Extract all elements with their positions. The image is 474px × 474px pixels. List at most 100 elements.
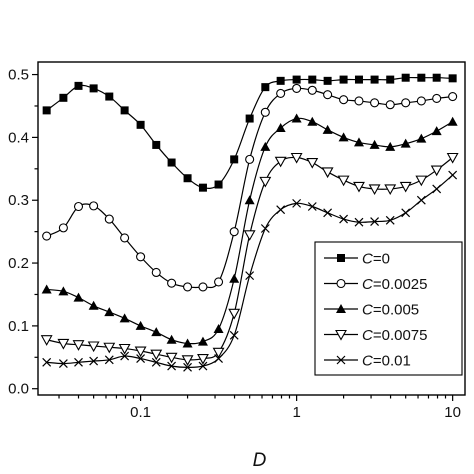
data-point <box>432 184 442 194</box>
series-points <box>41 113 458 348</box>
data-point <box>198 361 208 371</box>
data-point <box>152 140 161 149</box>
data-point <box>370 75 379 84</box>
data-point <box>448 92 458 102</box>
x-tick-label: 1 <box>292 404 300 421</box>
data-point <box>432 93 442 103</box>
data-point <box>105 92 114 101</box>
y-axis: 0.0 0.1 0.2 0.3 0.4 0.5 <box>8 67 38 398</box>
data-point <box>370 217 380 227</box>
legend-item: C=0 <box>324 251 390 268</box>
data-point <box>229 330 239 340</box>
data-point <box>197 336 208 346</box>
data-point <box>401 73 410 82</box>
y-tick-label: 0.0 <box>8 381 29 398</box>
data-point <box>432 73 441 82</box>
data-point <box>244 195 255 205</box>
data-point <box>103 342 116 354</box>
data-point <box>339 214 349 224</box>
data-point <box>260 141 271 151</box>
legend-label-suffix: =0.005 <box>373 302 419 319</box>
legend-marker <box>337 254 345 262</box>
legend-label: C=0.0075 <box>362 327 427 344</box>
data-point <box>166 334 177 344</box>
data-point <box>276 76 285 85</box>
data-point <box>182 338 193 348</box>
data-point <box>104 214 114 224</box>
data-point <box>384 184 397 196</box>
data-point <box>339 75 348 84</box>
legend-label: C=0 <box>362 251 390 268</box>
data-point <box>183 362 192 372</box>
data-point <box>58 286 69 296</box>
data-point <box>306 157 319 169</box>
data-point <box>228 308 241 320</box>
data-point <box>291 113 302 123</box>
data-point <box>353 137 364 147</box>
data-point <box>338 132 349 142</box>
data-point <box>74 81 83 90</box>
data-point <box>415 175 428 187</box>
legend-marker <box>336 355 346 365</box>
legend-item: C=0.0075 <box>324 327 427 344</box>
data-point <box>447 116 458 126</box>
data-point <box>431 126 442 136</box>
series-points <box>42 170 458 372</box>
data-point <box>416 133 427 143</box>
data-point <box>245 154 255 164</box>
data-point <box>57 338 70 350</box>
data-point <box>399 181 412 193</box>
data-point <box>104 307 115 317</box>
data-point <box>136 252 146 262</box>
data-point <box>370 98 380 108</box>
data-point <box>167 361 177 371</box>
data-point <box>72 340 85 351</box>
legend-item: C=0.005 <box>324 302 419 319</box>
data-point <box>307 85 317 95</box>
data-point <box>119 313 130 323</box>
legend-label-prefix: C <box>362 327 373 344</box>
data-point <box>323 90 333 100</box>
data-point <box>354 217 364 227</box>
data-point <box>275 122 286 132</box>
data-point <box>120 351 130 361</box>
x-axis-title: D <box>253 450 267 471</box>
data-point <box>89 84 98 93</box>
legend-item: C=0.01 <box>324 353 411 370</box>
y-tick-label: 0.4 <box>8 129 29 146</box>
legend-marker <box>335 329 347 341</box>
data-point <box>42 357 52 367</box>
data-point <box>243 230 256 241</box>
data-point <box>40 335 53 346</box>
data-point <box>165 352 178 364</box>
legend-label-suffix: =0.01 <box>373 353 411 370</box>
data-point <box>42 231 52 241</box>
data-point <box>213 324 224 334</box>
data-point <box>337 175 350 187</box>
data-point <box>120 233 130 243</box>
series-markers <box>40 73 459 372</box>
data-point <box>290 152 303 164</box>
data-point <box>448 170 458 180</box>
data-point <box>198 183 207 192</box>
data-point <box>73 201 84 212</box>
data-point <box>322 124 333 134</box>
data-point <box>41 284 52 294</box>
data-point <box>339 95 349 105</box>
data-point <box>212 347 225 359</box>
data-point <box>416 96 426 106</box>
data-point <box>401 208 411 218</box>
data-point <box>58 223 68 233</box>
y-tick-label: 0.3 <box>8 192 29 209</box>
data-point <box>276 205 286 215</box>
legend-label: C=0.0025 <box>362 276 427 293</box>
data-point <box>400 138 411 148</box>
x-tick-label: 10 <box>444 404 461 421</box>
data-point <box>259 176 272 188</box>
y-tick-label: 0.2 <box>8 255 29 272</box>
data-point <box>417 73 426 82</box>
data-point <box>214 354 223 363</box>
